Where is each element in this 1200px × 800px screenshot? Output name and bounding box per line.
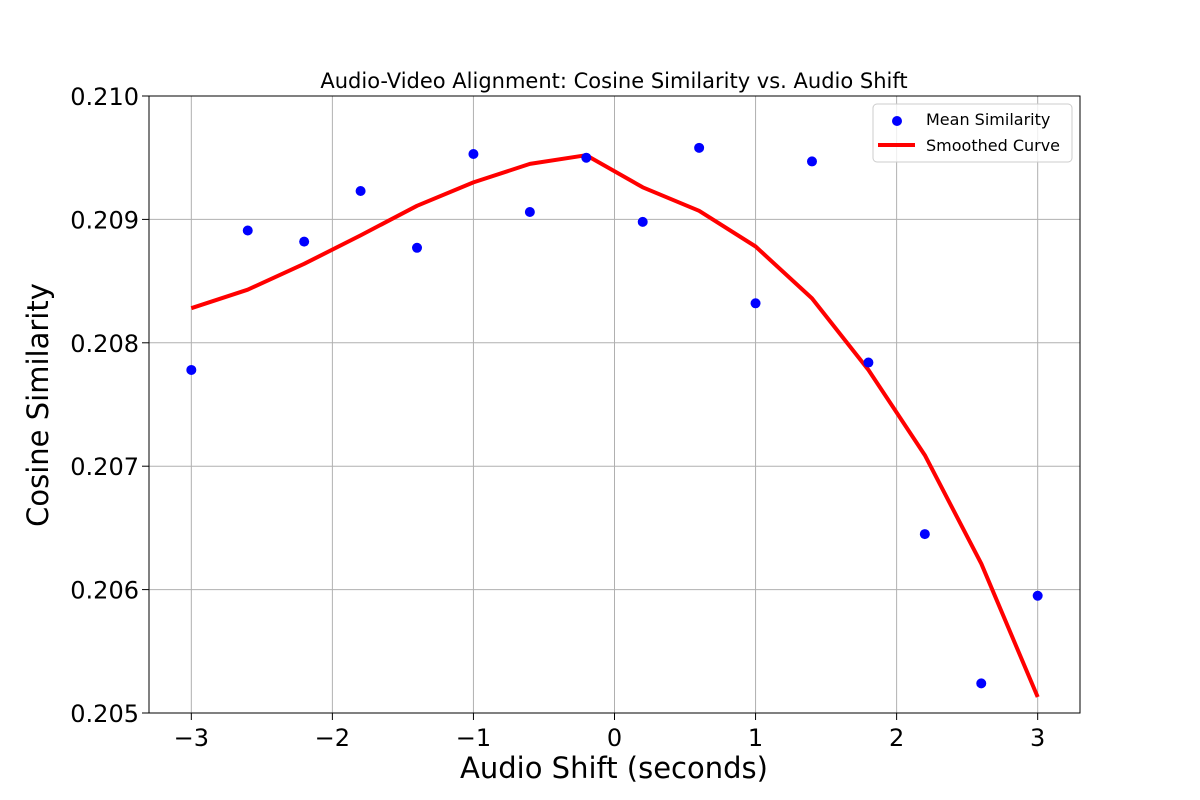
y-tick-label: 0.207	[70, 453, 139, 481]
x-tick-label: −2	[315, 724, 350, 752]
mean-similarity-point	[976, 678, 987, 689]
smoothed-curve-line	[190, 153, 1040, 698]
x-axis-label: Audio Shift (seconds)	[460, 751, 768, 785]
chart-title: Audio-Video Alignment: Cosine Similarity…	[320, 69, 907, 93]
mean-similarity-point	[355, 186, 366, 197]
mean-similarity-point	[806, 156, 817, 167]
legend-label-smoothed-curve: Smoothed Curve	[926, 136, 1060, 155]
mean-similarity-point	[299, 236, 310, 247]
legend-box	[872, 103, 1073, 163]
y-tick-label: 0.209	[70, 206, 139, 234]
x-tick-label: 1	[748, 724, 763, 752]
mean-similarity-point	[637, 216, 648, 227]
x-tick-label: −3	[174, 724, 209, 752]
mean-similarity-point	[242, 225, 253, 236]
y-tick-label: 0.206	[70, 577, 139, 605]
mean-similarity-point	[863, 357, 874, 368]
legend-label-mean-similarity: Mean Similarity	[926, 110, 1050, 129]
y-axis-label: Cosine Similarity	[21, 283, 55, 527]
mean-similarity-point	[412, 242, 423, 253]
mean-similarity-point	[919, 529, 930, 540]
legend-marker-mean-similarity	[892, 116, 902, 126]
x-tick-label: 2	[889, 724, 904, 752]
mean-similarity-point	[1032, 590, 1043, 601]
mean-similarity-point	[694, 142, 705, 153]
axis-ticks: −3 −2 −1 0 1 2 3 0.205 0.206 0.207 0.208 0.209 0.210	[70, 83, 1045, 752]
x-tick-label: 0	[607, 724, 622, 752]
x-tick-label: −1	[456, 724, 491, 752]
mean-similarity-point	[524, 206, 535, 217]
x-tick-label: 3	[1030, 724, 1045, 752]
mean-similarity-point	[186, 364, 197, 375]
y-tick-label: 0.205	[70, 700, 139, 728]
mean-similarity-point	[750, 298, 761, 309]
y-tick-label: 0.208	[70, 330, 139, 358]
y-tick-label: 0.210	[70, 83, 139, 111]
mean-similarity-point	[581, 152, 592, 163]
mean-similarity-point	[468, 148, 479, 159]
grid	[149, 95, 1080, 714]
legend: Mean Similarity Smoothed Curve	[872, 103, 1073, 163]
plot-area	[186, 142, 1043, 698]
